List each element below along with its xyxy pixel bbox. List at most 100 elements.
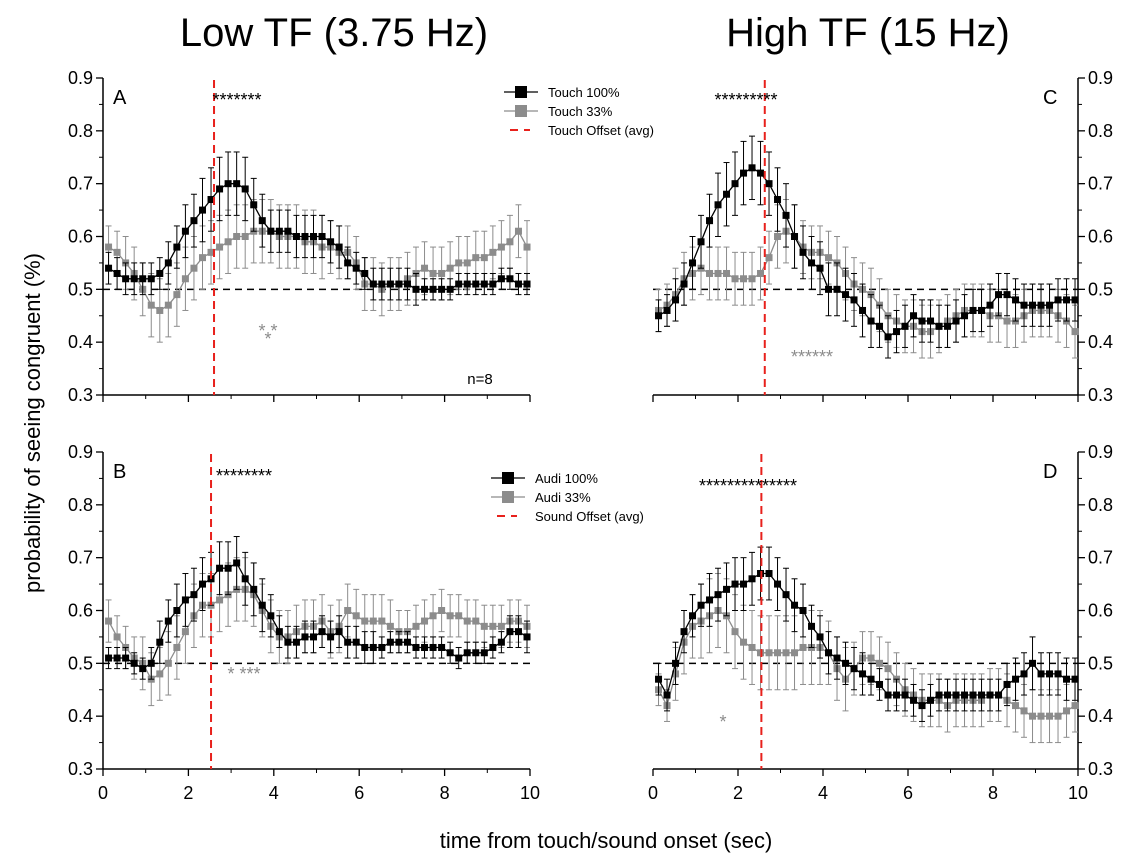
- data-point: [799, 607, 807, 614]
- data-point: [850, 665, 858, 673]
- data-point: [421, 264, 429, 272]
- series-line: [108, 230, 528, 312]
- data-point: [105, 617, 113, 625]
- data-point: [1003, 680, 1011, 688]
- y-tick-label: 0.8: [1088, 495, 1113, 515]
- data-point: [173, 607, 181, 614]
- data-point: [105, 654, 113, 662]
- data-point: [224, 564, 232, 572]
- data-point: [1029, 712, 1037, 720]
- data-point: [472, 617, 480, 625]
- data-point: [173, 243, 181, 251]
- legend-label: Touch Offset (avg): [548, 123, 654, 138]
- data-point: [403, 280, 411, 288]
- data-point: [224, 238, 232, 246]
- data-point: [723, 190, 731, 198]
- data-point: [1046, 712, 1054, 720]
- x-axis-label: time from touch/sound onset (sec): [440, 828, 773, 853]
- data-point: [113, 269, 121, 277]
- data-point: [816, 633, 824, 641]
- data-point: [173, 643, 181, 651]
- y-tick-label: 0.6: [1088, 601, 1113, 621]
- data-point: [301, 633, 309, 641]
- data-point: [1003, 317, 1011, 325]
- data-point: [1029, 659, 1037, 667]
- data-point: [310, 233, 318, 240]
- y-tick-label: 0.8: [68, 121, 93, 141]
- data-point: [352, 612, 360, 620]
- data-point: [952, 317, 960, 325]
- y-tick-label: 0.9: [1088, 442, 1113, 462]
- y-tick-label: 0.6: [1088, 227, 1113, 247]
- data-point: [1063, 296, 1071, 304]
- x-tick-label: 4: [818, 783, 828, 803]
- data-point: [961, 691, 969, 699]
- data-point: [1046, 670, 1054, 678]
- data-point: [833, 654, 841, 662]
- data-point: [207, 248, 215, 256]
- y-tick-label: 0.5: [1088, 653, 1113, 673]
- data-point: [361, 643, 369, 651]
- data-point: [910, 312, 918, 320]
- data-point: [190, 217, 198, 225]
- data-point: [893, 328, 901, 336]
- data-point: [412, 285, 420, 293]
- data-point: [463, 259, 471, 267]
- data-point: [697, 238, 705, 246]
- data-point: [361, 617, 369, 625]
- data-point: [986, 301, 994, 309]
- data-point: [258, 217, 266, 225]
- data-point: [224, 180, 232, 188]
- data-point: [978, 306, 986, 314]
- data-point: [497, 275, 505, 283]
- data-point: [472, 649, 480, 657]
- data-point: [378, 643, 386, 651]
- data-point: [403, 638, 411, 646]
- y-tick-label: 0.5: [68, 279, 93, 299]
- significance-stars-gray: ******: [791, 347, 833, 367]
- legend-label: Audi 33%: [535, 490, 591, 505]
- data-point: [497, 622, 505, 630]
- data-point: [463, 280, 471, 288]
- data-point: [901, 322, 909, 330]
- significance-stars-black: **************: [699, 476, 797, 496]
- data-point: [352, 264, 360, 272]
- data-point: [429, 643, 437, 651]
- data-point: [472, 280, 480, 288]
- data-point: [731, 628, 739, 636]
- data-point: [791, 233, 799, 240]
- y-tick-label: 0.8: [1088, 121, 1113, 141]
- data-point: [765, 649, 773, 657]
- data-point: [1071, 296, 1079, 304]
- data-point: [663, 306, 671, 314]
- legend-label: Audi 100%: [535, 471, 598, 486]
- data-point: [1071, 702, 1079, 710]
- legend-label: Touch 33%: [548, 104, 613, 119]
- data-point: [689, 259, 697, 267]
- data-point: [825, 285, 833, 293]
- data-point: [927, 696, 935, 704]
- data-point: [850, 296, 858, 304]
- data-point: [395, 638, 403, 646]
- y-tick-label: 0.4: [68, 706, 93, 726]
- data-point: [1020, 670, 1028, 678]
- x-tick-label: 2: [733, 783, 743, 803]
- data-point: [680, 280, 688, 288]
- data-point: [164, 259, 172, 267]
- data-point: [927, 317, 935, 325]
- data-point: [1054, 670, 1062, 678]
- data-point: [352, 638, 360, 646]
- data-point: [275, 227, 283, 235]
- data-point: [706, 596, 714, 604]
- data-point: [267, 227, 275, 235]
- data-point: [105, 264, 113, 272]
- data-point: [369, 280, 377, 288]
- data-point: [421, 285, 429, 293]
- data-point: [774, 649, 782, 657]
- data-point: [455, 259, 463, 267]
- data-point: [935, 322, 943, 330]
- data-point: [748, 643, 756, 651]
- data-point: [455, 280, 463, 288]
- series-touch-100-: [105, 151, 531, 306]
